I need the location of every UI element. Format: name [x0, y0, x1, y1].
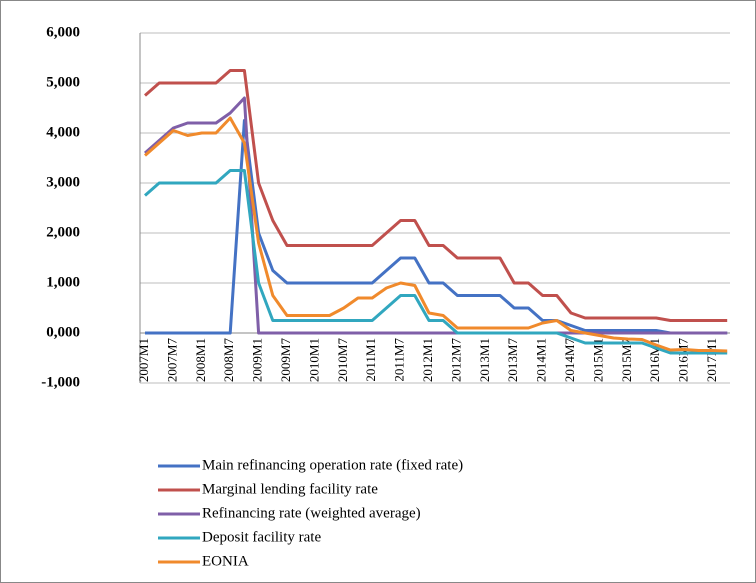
x-tick-label: 2012M1	[420, 338, 435, 382]
series-line	[144, 169, 728, 355]
y-tick-label: 1,000	[46, 274, 80, 290]
x-tick-label: 2012M7	[448, 338, 463, 383]
x-tick-label: 2008M1	[193, 338, 208, 382]
legend-label: Deposit facility rate	[202, 529, 321, 545]
y-tick-label: 3,000	[46, 174, 80, 190]
x-tick-label: 2014M1	[534, 338, 549, 382]
y-tick-label: 0,000	[46, 324, 80, 340]
legend-label: EONIA	[202, 553, 249, 569]
x-tick-label: 2009M1	[250, 338, 265, 382]
x-tick-label: 2011M7	[392, 338, 407, 382]
x-tick-label: 2011M1	[363, 338, 378, 382]
x-tick-label: 2014M7	[562, 338, 577, 383]
y-tick-label: 5,000	[46, 74, 80, 90]
y-tick-label: 6,000	[46, 24, 80, 40]
x-tick-label: 2007M7	[164, 338, 179, 383]
y-tick-label: -1,000	[41, 374, 80, 390]
legend-label: Marginal lending facility rate	[202, 481, 378, 497]
series-line	[145, 119, 728, 335]
series-line	[144, 116, 728, 353]
series-line	[144, 69, 728, 322]
x-tick-label: 2009M7	[278, 338, 293, 383]
y-tick-label: 4,000	[46, 124, 80, 140]
x-tick-label: 2010M1	[306, 338, 321, 382]
y-tick-label: 2,000	[46, 224, 80, 240]
series-line	[144, 96, 728, 335]
x-tick-label: 2010M7	[335, 338, 350, 383]
x-tick-label: 2013M1	[477, 338, 492, 382]
x-tick-label: 2016M7	[676, 338, 691, 383]
x-tick-label: 2015M7	[619, 338, 634, 383]
x-tick-label: 2017M1	[704, 338, 719, 382]
x-tick-label: 2007M1	[136, 338, 151, 382]
legend-label: Refinancing rate (weighted average)	[202, 505, 421, 521]
x-tick-label: 2015M1	[590, 338, 605, 382]
x-tick-label: 2013M7	[505, 338, 520, 383]
legend-label: Main refinancing operation rate (fixed r…	[202, 457, 463, 473]
x-tick-label: 2008M7	[221, 338, 236, 383]
